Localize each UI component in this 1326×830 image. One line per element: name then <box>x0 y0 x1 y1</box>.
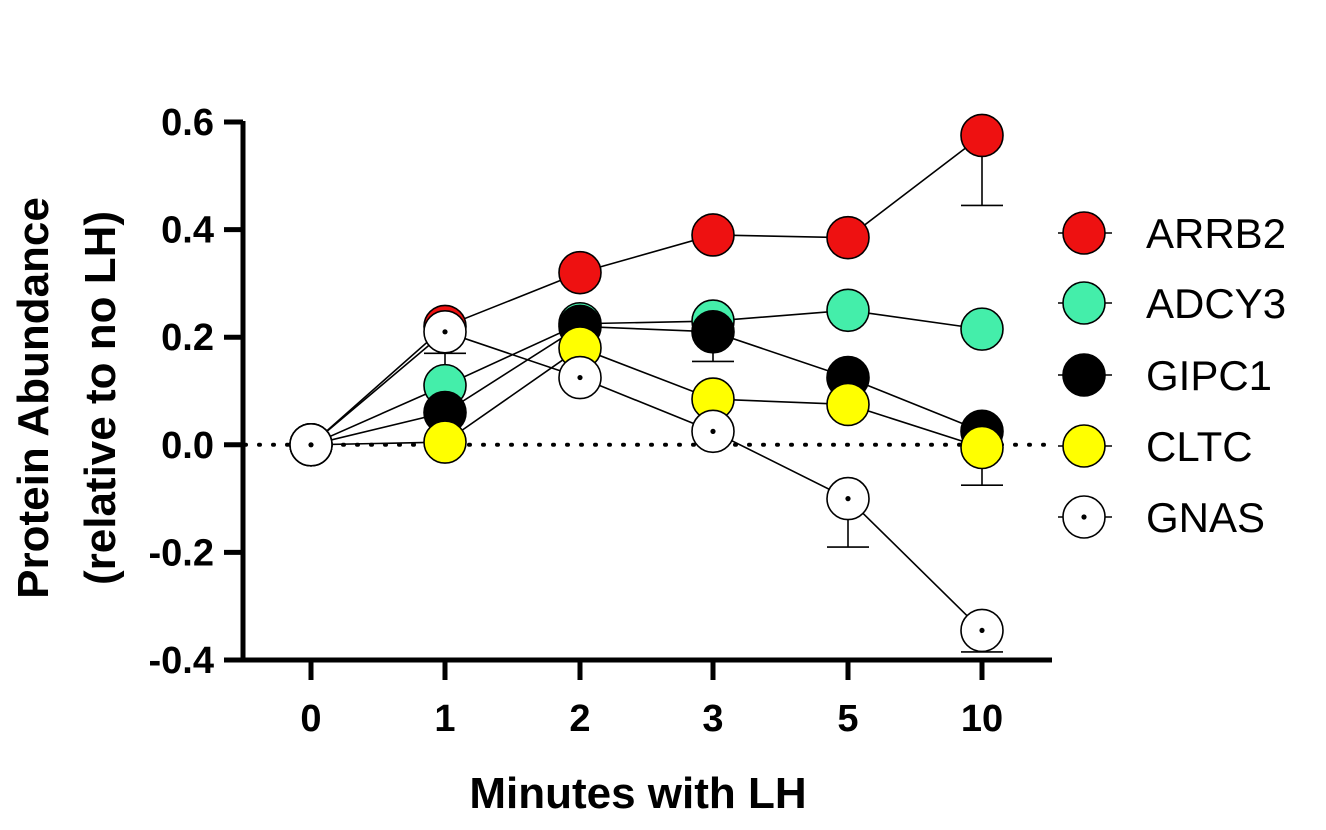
legend-label-gipc1: GIPC1 <box>1146 352 1272 399</box>
point-dot-gnas <box>979 627 985 634</box>
series-line-adcy3 <box>310 309 983 446</box>
x-axis-title: Minutes with LH <box>469 769 806 818</box>
y-axis-title-line1: Protein Abundance <box>9 197 58 599</box>
series-lines <box>310 134 983 631</box>
y-ticks: -0.4 -0.2 0.0 0.2 0.4 0.6 <box>149 102 243 682</box>
point-arrb2 <box>691 213 735 257</box>
point-cltc <box>423 420 467 464</box>
series-line-cltc <box>310 347 983 449</box>
x-tick-label: 3 <box>702 698 723 740</box>
y-tick-label: -0.4 <box>149 640 214 682</box>
legend-marker-adcy3 <box>1062 281 1106 325</box>
point-adcy3 <box>960 307 1004 351</box>
point-arrb2 <box>558 250 602 295</box>
point-dot-gnas <box>577 374 583 381</box>
x-tick-label: 2 <box>569 698 590 740</box>
x-tick-label: 1 <box>434 698 455 740</box>
legend-marker-gipc1 <box>1062 353 1106 397</box>
y-tick-label: -0.2 <box>149 532 214 574</box>
series-line-arrb2 <box>310 134 983 446</box>
x-tick-label: 10 <box>961 698 1003 740</box>
point-arrb2 <box>826 215 870 260</box>
legend-label-adcy3: ADCY3 <box>1146 280 1286 327</box>
legend-label-gnas: GNAS <box>1146 494 1265 541</box>
axes <box>240 121 1052 663</box>
legend-marker-arrb2 <box>1062 211 1106 255</box>
legend-marker-dot-gnas <box>1081 514 1087 520</box>
point-arrb2 <box>960 113 1004 158</box>
y-tick-label: 0.4 <box>161 210 214 252</box>
point-dot-gnas <box>442 329 448 335</box>
y-tick-label: 0.0 <box>161 425 214 467</box>
series-line-gipc1 <box>310 325 983 446</box>
y-axis-title: Protein Abundance (relative to no LH) <box>9 197 125 599</box>
y-tick-label: 0.6 <box>161 102 214 144</box>
y-axis-title-line2: (relative to no LH) <box>76 211 125 585</box>
x-tick-label: 0 <box>300 698 321 740</box>
series-points <box>289 113 1004 653</box>
point-cltc <box>826 382 870 427</box>
y-tick-label: 0.2 <box>161 317 214 359</box>
point-dot-gnas <box>308 442 314 448</box>
point-dot-gnas <box>710 428 716 434</box>
point-gipc1 <box>691 310 735 354</box>
x-tick-label: 5 <box>837 698 858 740</box>
point-adcy3 <box>826 288 870 333</box>
legend-label-arrb2: ARRB2 <box>1146 210 1286 257</box>
x-ticks: 0 1 2 3 5 10 <box>300 660 1003 740</box>
point-cltc <box>960 425 1004 470</box>
legend-label-cltc: CLTC <box>1146 423 1253 470</box>
point-dot-gnas <box>845 496 851 502</box>
legend: ARRB2 ADCY3 GIPC1 CLTC GNAS <box>1058 210 1286 541</box>
legend-marker-cltc <box>1062 424 1106 468</box>
series-line-gnas <box>310 330 983 631</box>
